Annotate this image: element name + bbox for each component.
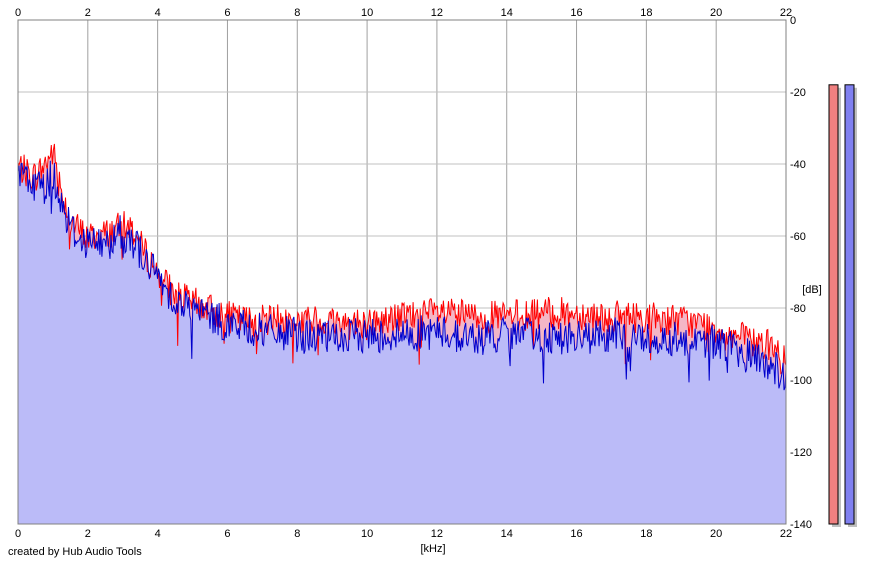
x-tick-label: 6 — [224, 528, 230, 540]
series-2-line — [17, 160, 787, 391]
x-tick-label: 20 — [710, 528, 722, 540]
x-tick-label: 12 — [431, 528, 443, 540]
x-tick-label: 4 — [155, 528, 161, 540]
x-tick-label: 6 — [224, 7, 230, 19]
y-tick-label: -20 — [790, 87, 806, 99]
x-tick-label: 2 — [85, 7, 91, 19]
x-tick-label: 16 — [570, 528, 582, 540]
x-tick-label: 8 — [294, 528, 300, 540]
x-tick-label: 14 — [501, 528, 513, 540]
x-tick-labels-top: 0 2 4 6 8 10 12 14 16 18 20 22 — [15, 7, 792, 19]
x-axis-label: [kHz] — [420, 543, 445, 555]
series-1-line — [17, 143, 787, 375]
x-tick-labels-bottom: 0 2 4 6 8 10 12 14 16 18 20 22 — [15, 528, 792, 540]
spectrum-lines — [17, 143, 787, 391]
y-tick-label: 0 — [790, 15, 796, 27]
level-meters — [828, 84, 857, 528]
x-tick-label: 0 — [15, 528, 21, 540]
x-tick-label: 2 — [85, 528, 91, 540]
x-tick-label: 16 — [570, 7, 582, 19]
level-meter-bar — [828, 84, 839, 525]
plot-frame — [17, 19, 787, 525]
y-tick-labels: 0 -20 -40 -60 -80 -100 -120 -140 — [790, 15, 812, 531]
level-meter-bar — [844, 84, 855, 525]
x-tick-label: 20 — [710, 7, 722, 19]
x-tick-label: 8 — [294, 7, 300, 19]
y-axis-label: [dB] — [802, 284, 822, 296]
y-tick-label: -60 — [790, 231, 806, 243]
y-tick-label: -80 — [790, 303, 806, 315]
y-tick-label: -140 — [790, 519, 812, 531]
y-tick-label: -120 — [790, 447, 812, 459]
x-tick-label: 22 — [780, 7, 792, 19]
x-tick-label: 18 — [640, 7, 652, 19]
x-tick-label: 4 — [155, 7, 161, 19]
x-tick-label: 14 — [501, 7, 513, 19]
x-tick-label: 22 — [780, 528, 792, 540]
series-2-area — [18, 160, 786, 525]
y-tick-label: -100 — [790, 375, 812, 387]
y-tick-label: -40 — [790, 159, 806, 171]
x-tick-label: 0 — [15, 7, 21, 19]
credit-text: created by Hub Audio Tools — [8, 546, 142, 558]
x-tick-label: 10 — [361, 528, 373, 540]
x-tick-label: 12 — [431, 7, 443, 19]
x-tick-label: 18 — [640, 528, 652, 540]
x-tick-label: 10 — [361, 7, 373, 19]
